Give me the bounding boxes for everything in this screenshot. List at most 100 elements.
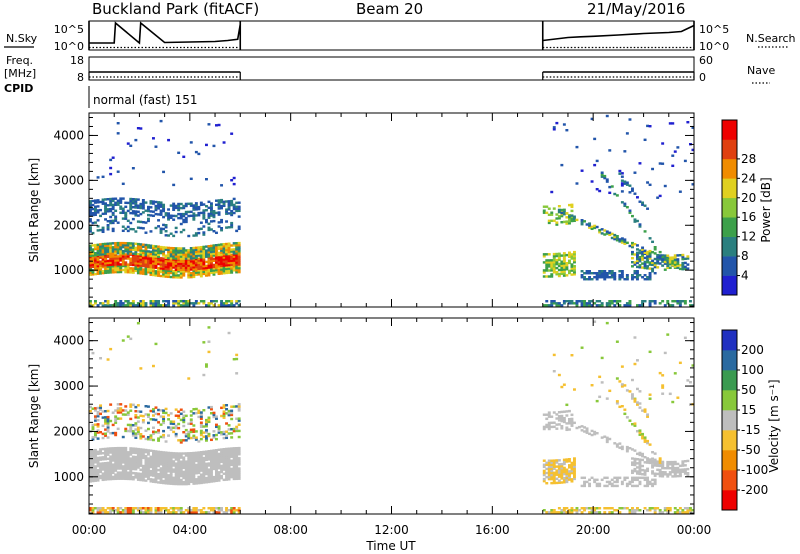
range-cell (232, 509, 236, 512)
range-cell (96, 304, 100, 307)
range-cell (210, 464, 213, 467)
range-cell (631, 252, 634, 256)
range-cell (134, 200, 138, 203)
range-cell (116, 457, 120, 460)
range-cell (666, 509, 670, 512)
range-cell (164, 465, 168, 469)
range-cell (573, 388, 576, 391)
range-cell (124, 215, 128, 218)
range-cell (222, 260, 226, 263)
range-cell (237, 429, 241, 433)
range-cell (194, 463, 198, 467)
range-cell (638, 256, 642, 259)
range-cell (555, 465, 559, 468)
range-cell (192, 462, 196, 465)
range-cell (202, 475, 206, 478)
range-cell (573, 459, 576, 462)
range-cell (192, 412, 196, 415)
range-cell (179, 474, 183, 478)
range-cell (202, 231, 206, 234)
range-cell (197, 207, 201, 211)
range-cell (162, 411, 166, 414)
freq-right-tick-bottom: 0 (699, 71, 706, 84)
range-cell (686, 474, 690, 477)
range-cell (205, 218, 208, 222)
range-cell (631, 507, 634, 510)
range-cell (207, 266, 211, 269)
range-cell (167, 463, 171, 467)
range-cell (152, 408, 155, 411)
range-cell (588, 276, 592, 279)
range-cell (643, 456, 647, 459)
range-cell (162, 227, 166, 231)
range-cell (126, 411, 130, 414)
range-cell (237, 207, 241, 211)
range-cell (595, 484, 599, 488)
range-cell (91, 261, 95, 264)
range-cell (144, 507, 148, 510)
range-cell (636, 248, 639, 251)
range-cell (620, 385, 624, 388)
range-cell (237, 266, 241, 270)
range-cell (668, 122, 672, 125)
range-cell (676, 462, 680, 466)
range-cell (192, 256, 196, 260)
range-cell (676, 302, 680, 305)
range-cell (633, 243, 637, 246)
range-cell (101, 468, 105, 471)
range-cell (661, 386, 665, 389)
range-cell (557, 274, 561, 278)
range-cell (104, 304, 108, 307)
range-cell (683, 302, 687, 305)
range-cell (689, 381, 692, 384)
range-cell (212, 219, 216, 223)
range-cell (141, 479, 145, 482)
range-cell (583, 430, 587, 433)
range-cell (96, 477, 100, 480)
range-cell (222, 204, 226, 208)
range-cell (653, 248, 657, 251)
range-cell (210, 250, 213, 254)
range-cell (547, 275, 551, 278)
range-cell (172, 251, 176, 254)
range-cell (593, 137, 597, 141)
range-cell (179, 511, 183, 514)
range-cell (199, 268, 203, 272)
range-cell (189, 275, 193, 279)
range-cell (641, 254, 645, 257)
range-cell (121, 261, 125, 264)
range-cell (104, 206, 108, 209)
range-cell (119, 473, 123, 476)
range-cell (235, 271, 239, 274)
range-cell (192, 304, 196, 307)
range-cell (560, 260, 564, 263)
range-cell (225, 464, 229, 467)
range-cell (164, 259, 168, 263)
range-cell (608, 272, 612, 275)
range-cell (169, 460, 173, 463)
range-cell (542, 261, 546, 264)
range-cell (686, 263, 690, 266)
range-cell (106, 436, 110, 439)
range-cell (159, 213, 163, 216)
range-cell (678, 304, 682, 307)
range-cell (129, 144, 133, 148)
range-cell (174, 468, 178, 471)
range-cell (164, 463, 168, 467)
range-cell (631, 511, 634, 514)
range-cell (205, 178, 208, 181)
range-cell (109, 509, 113, 512)
range-cell (126, 511, 130, 514)
range-cell (99, 404, 103, 407)
range-cell (96, 270, 100, 273)
range-cell (139, 253, 143, 256)
range-cell (653, 272, 657, 275)
range-cell (182, 257, 186, 260)
range-cell (131, 267, 135, 270)
range-cell (227, 271, 231, 274)
range-cell (162, 455, 166, 458)
range-cell (167, 509, 171, 512)
range-cell (207, 304, 211, 307)
range-cell (215, 231, 218, 235)
range-cell (590, 509, 594, 512)
